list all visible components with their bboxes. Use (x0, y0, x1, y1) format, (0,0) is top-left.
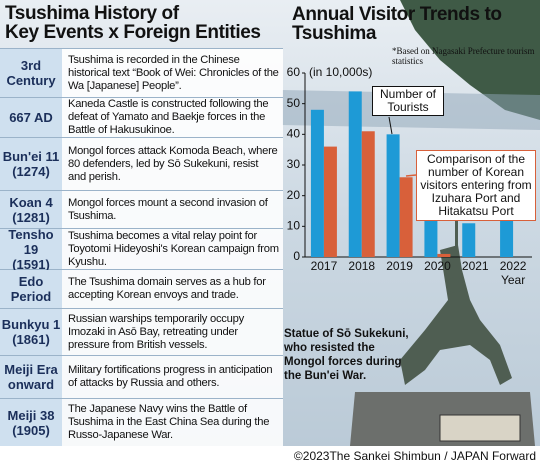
event-text: Military fortifications progress in anti… (68, 364, 273, 389)
event-text: Tsushima becomes a vital relay point for… (68, 229, 279, 268)
bar (437, 253, 451, 257)
era-label: 3rd (20, 58, 42, 73)
timeline-row: Edo Period The Tsushima domain serves as a… (0, 269, 283, 308)
bar (500, 217, 514, 257)
title-line: Tsushima History of (5, 3, 179, 24)
timeline-row: Meiji 38 (1905) The Japanese Navy wins the… (0, 398, 283, 446)
timeline-row: 3rd Century Tsushima is recorded in the Ch… (0, 48, 283, 97)
era-label: Period (10, 289, 52, 304)
y-tick-label: 40 (287, 127, 301, 141)
y-axis-label: (in 10,000s) (309, 65, 372, 79)
timeline-row: Koan 4 (1281) Mongol forces mount a second… (0, 190, 283, 228)
plot: 0 10 20 30 40 50 60 (in 10,000s) 2017 2018 2019 202… (287, 65, 532, 287)
event-text: Russian warships temporarily occupy Imoz… (68, 312, 244, 351)
era-label: onward (7, 377, 55, 392)
bar (310, 109, 324, 257)
page-title: Tsushima History of Key Events x Foreign… (5, 4, 261, 42)
era-label: Meiji Era (4, 362, 58, 377)
era-label: Century (6, 73, 56, 88)
timeline-row: Bun'ei 11 (1274) Mongol forces attack Komo… (0, 137, 283, 190)
event-text: Tsushima is recorded in the Chinese hist… (68, 53, 279, 92)
timeline-row: Meiji Era onward Military fortifications p… (0, 355, 283, 398)
era-label: Bun'ei 11 (2, 149, 60, 164)
chart-title: Annual Visitor Trends to Tsushima (292, 5, 502, 43)
x-tick-label: 2021 (462, 259, 489, 273)
era-label: (1591) (12, 256, 50, 272)
title-line: Tsushima (292, 23, 377, 44)
x-axis-label: Year (501, 273, 525, 287)
era-label: (1861) (12, 332, 50, 347)
era-cell: Bun'ei 11 (1274) (0, 138, 62, 190)
photo-caption: Statue of Sō Sukekuni, who resisted the … (284, 328, 409, 382)
bar (424, 220, 438, 257)
era-label: (1274) (12, 164, 50, 179)
x-tick-label: 2022 (500, 259, 527, 273)
callout-line (388, 116, 393, 135)
bar (462, 223, 476, 257)
event-text: Mongol forces attack Komoda Beach, where… (68, 144, 278, 183)
era-cell: Meiji 38 (1905) (0, 399, 62, 446)
timeline-row: 667 AD Kaneda Castle is constructed follo… (0, 97, 283, 137)
era-label: (1905) (12, 422, 50, 438)
bar (323, 146, 337, 257)
era-label: Meiji 38 (7, 407, 55, 423)
y-tick-label: 50 (287, 96, 301, 110)
footer-band (0, 446, 540, 468)
title-line: Key Events x Foreign Entities (5, 22, 261, 43)
source-note: *Based on Nagasaki Prefecture tourism st… (392, 46, 535, 66)
x-tick-label: 2018 (348, 259, 375, 273)
era-cell: 3rd Century (0, 49, 62, 97)
era-cell: Edo Period (0, 270, 62, 308)
y-tick-label: 20 (287, 188, 301, 202)
plaque (439, 414, 521, 442)
bar (348, 91, 362, 258)
timeline-row: Bunkyu 1 (1861) Russian warships temporari… (0, 308, 283, 355)
event-text: Kaneda Castle is constructed following t… (68, 98, 269, 136)
title-line: Annual Visitor Trends to (292, 4, 502, 25)
timeline-table: 3rd Century Tsushima is recorded in the Ch… (0, 48, 283, 446)
y-tick-label: 30 (287, 157, 301, 171)
era-label: 667 AD (9, 110, 53, 125)
y-tick-label: 0 (293, 249, 300, 263)
era-label: Koan 4 (9, 194, 53, 210)
legend-entry: Number of Tourists (372, 86, 444, 116)
era-label: (1281) (12, 209, 50, 225)
era-cell: Tensho 19 (1591) (0, 226, 62, 272)
event-text: The Tsushima domain serves as a hub for … (68, 276, 266, 301)
event-text: The Japanese Navy wins the Battle of Tsu… (68, 403, 270, 441)
era-cell: Koan 4 (1281) (0, 191, 62, 228)
x-tick-label: 2017 (311, 259, 338, 273)
era-label: Tensho 19 (8, 226, 54, 257)
credit: ©2023The Sankei Shimbun / JAPAN Forward (293, 449, 536, 463)
x-tick-label: 2020 (424, 259, 451, 273)
era-cell: Bunkyu 1 (1861) (0, 309, 62, 355)
bar (386, 134, 400, 257)
era-cell: Meiji Era onward (0, 356, 62, 398)
hill (400, 0, 540, 120)
x-tick-label: 2019 (386, 259, 413, 273)
legend-entry: Comparison of the number of Korean visit… (416, 150, 536, 221)
timeline-row: Tensho 19 (1591) Tsushima becomes a vital … (0, 226, 283, 272)
era-label: Bunkyu 1 (1, 317, 61, 332)
bar (361, 131, 375, 257)
bar (399, 177, 413, 257)
event-text: Mongol forces mount a second invasion of… (68, 196, 268, 222)
callout-line (405, 174, 417, 177)
era-cell: 667 AD (0, 98, 62, 137)
y-tick-label: 60 (287, 65, 301, 79)
era-label: Edo (18, 274, 44, 289)
y-tick-label: 10 (287, 219, 301, 233)
